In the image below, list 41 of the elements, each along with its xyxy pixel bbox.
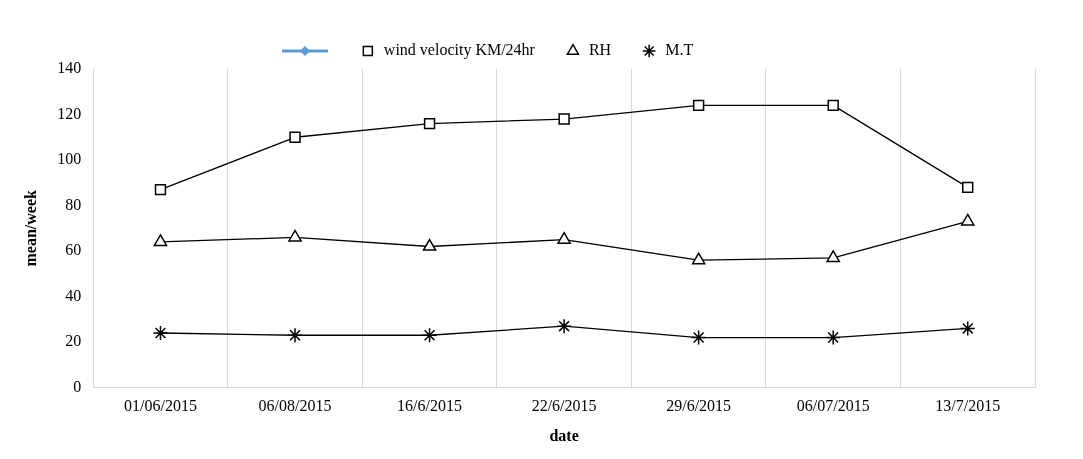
point xyxy=(288,229,302,242)
x-tick-label: 06/07/2015 xyxy=(796,397,870,415)
point xyxy=(690,329,707,346)
y-tick-label: 40 xyxy=(65,286,82,304)
point xyxy=(422,238,437,251)
y-tick-label: 100 xyxy=(57,150,82,168)
x-tick-label: 06/08/2015 xyxy=(258,397,332,415)
x-tick-label: 29/6/2015 xyxy=(666,397,732,415)
legend-label: M.T xyxy=(665,41,694,59)
point xyxy=(558,113,570,125)
point xyxy=(153,234,168,247)
x-tick-label: 01/06/2015 xyxy=(124,397,197,415)
point xyxy=(962,181,974,194)
point xyxy=(825,329,841,346)
point xyxy=(692,99,705,112)
x-tick-label: 22/6/2015 xyxy=(531,397,597,415)
point xyxy=(421,327,438,344)
point xyxy=(826,250,840,263)
point xyxy=(960,213,975,226)
point xyxy=(556,318,572,334)
x-tick-label: 16/6/2015 xyxy=(397,397,462,415)
point xyxy=(289,131,301,143)
y-tick-label: 20 xyxy=(65,332,82,350)
point xyxy=(959,320,976,337)
legend-label: RH xyxy=(588,41,612,59)
y-tick-label: 80 xyxy=(65,195,82,213)
point xyxy=(287,327,303,344)
point xyxy=(154,183,167,196)
x-tick-label: 13/7/2015 xyxy=(935,397,1001,415)
y-tick-label: 120 xyxy=(57,104,82,122)
point xyxy=(557,231,571,244)
legend-label: wind velocity KM/24hr xyxy=(383,41,536,60)
point xyxy=(423,117,436,130)
point xyxy=(827,99,839,112)
point xyxy=(691,252,706,265)
y-tick-label: 0 xyxy=(73,377,82,395)
y-tick-label: 60 xyxy=(65,241,82,259)
x-axis-title: date xyxy=(549,426,579,444)
point xyxy=(152,325,169,341)
y-axis-title: mean/week xyxy=(21,189,39,267)
y-tick-label: 140 xyxy=(57,59,82,77)
